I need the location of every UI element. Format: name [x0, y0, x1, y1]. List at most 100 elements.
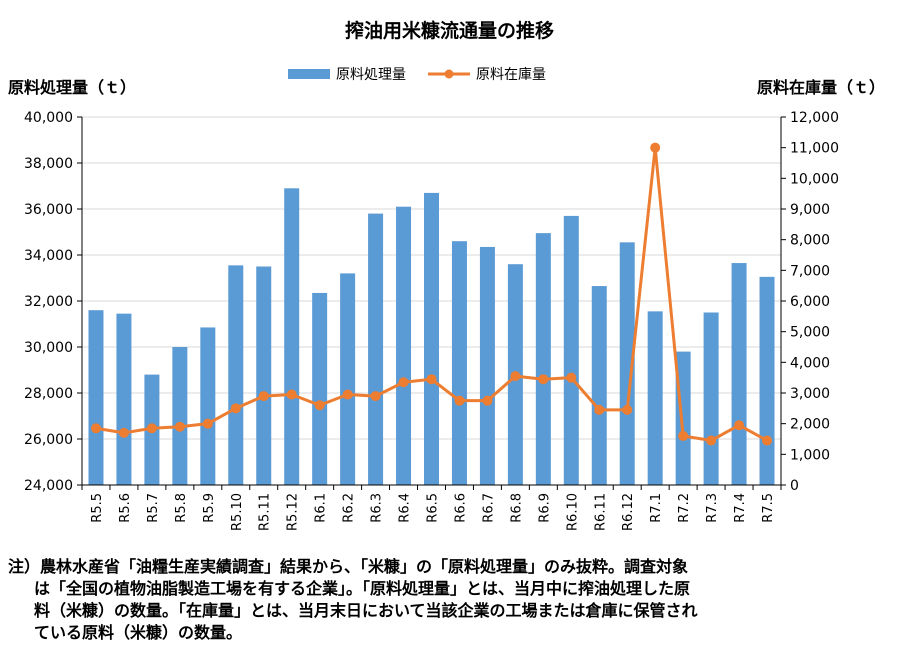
- legend-label-line: 原料在庫量: [476, 67, 546, 83]
- x-tick-label: R7.2: [677, 493, 692, 523]
- stock-point: [342, 389, 353, 400]
- stock-point: [510, 371, 521, 382]
- y-right-tick-label: 1,000: [790, 447, 830, 463]
- x-tick-label: R6.1: [314, 493, 329, 523]
- bar: [172, 347, 188, 485]
- x-tick-label: R6.4: [398, 493, 413, 523]
- y-right-tick-label: 10,000: [790, 171, 839, 187]
- x-tick-label: R7.3: [705, 493, 720, 523]
- bar: [200, 327, 216, 485]
- stock-point: [118, 427, 129, 438]
- legend: 原料処理量 原料在庫量: [288, 64, 568, 84]
- stock-point: [370, 391, 381, 402]
- bar: [479, 246, 495, 485]
- x-tick-label: R6.11: [593, 493, 608, 531]
- legend-item-bar: 原料処理量: [288, 64, 406, 84]
- y-left-tick-label: 30,000: [24, 340, 73, 356]
- x-tick-label: R6.7: [481, 493, 496, 523]
- x-tick-label: R5.9: [202, 493, 217, 523]
- legend-bar-swatch: [288, 69, 330, 79]
- x-tick-label: R7.4: [733, 493, 748, 523]
- x-tick-label: R5.5: [90, 493, 105, 523]
- stock-point: [706, 435, 717, 446]
- bar: [116, 313, 132, 485]
- y-right-tick-label: 12,000: [790, 110, 839, 126]
- stock-point: [594, 404, 605, 415]
- legend-line-swatch: [428, 69, 470, 79]
- stock-point: [286, 389, 297, 400]
- y-right-tick-label: 5,000: [790, 325, 830, 341]
- bar: [535, 233, 551, 485]
- stock-point: [174, 421, 185, 432]
- bar: [703, 312, 719, 485]
- stock-point: [398, 377, 409, 388]
- y-left-axis-title: 原料処理量（ｔ）: [8, 78, 137, 97]
- bar: [396, 206, 412, 485]
- bar: [424, 192, 439, 485]
- stock-point: [622, 404, 633, 415]
- bar: [340, 273, 356, 485]
- y-left-tick-label: 32,000: [24, 294, 73, 310]
- x-tick-label: R5.7: [146, 493, 161, 523]
- legend-item-line: 原料在庫量: [428, 64, 546, 84]
- x-tick-label: R6.9: [537, 493, 552, 523]
- x-tick-label: R6.10: [565, 493, 580, 531]
- bar: [284, 188, 300, 486]
- bar: [228, 265, 244, 485]
- stock-point: [734, 420, 745, 431]
- y-left-tick-label: 34,000: [24, 248, 73, 264]
- bar: [312, 292, 328, 485]
- y-left-tick-label: 36,000: [24, 202, 73, 218]
- stock-point: [230, 403, 241, 414]
- stock-point: [454, 395, 465, 406]
- y-right-tick-label: 9,000: [790, 202, 830, 218]
- stock-point: [762, 435, 773, 446]
- x-tick-label: R5.8: [174, 493, 189, 523]
- stock-point: [202, 418, 213, 429]
- bar: [759, 276, 775, 485]
- footnote-line: は「全国の植物油脂製造工場を有する企業」。「原料処理量」とは、当月中に搾油処理し…: [34, 579, 691, 598]
- stock-point: [146, 423, 157, 434]
- stock-point: [538, 374, 549, 385]
- x-tick-label: R6.5: [426, 493, 441, 523]
- y-right-tick-label: 7,000: [790, 263, 830, 279]
- bar: [256, 266, 272, 485]
- bar: [647, 311, 663, 485]
- x-tick-label: R6.8: [509, 493, 524, 523]
- chart-title: 搾油用米糠流通量の推移: [344, 20, 554, 42]
- y-left-tick-label: 40,000: [24, 110, 73, 126]
- y-right-tick-label: 4,000: [790, 355, 830, 371]
- x-tick-label: R5.6: [118, 493, 133, 523]
- stock-point: [482, 395, 493, 406]
- x-tick-label: R6.6: [453, 493, 468, 523]
- bar: [563, 215, 579, 485]
- bar: [591, 286, 607, 485]
- y-right-tick-label: 6,000: [790, 294, 830, 310]
- y-right-tick-label: 8,000: [790, 233, 830, 249]
- footnote-line: 料（米糠）の数量。「在庫量」とは、当月末日において当該企業の工場または倉庫に保管…: [34, 601, 698, 620]
- stock-point: [314, 400, 325, 411]
- y-left-tick-label: 24,000: [24, 478, 73, 494]
- footnote-line: 注）農林水産省「油糧生産実績調査」結果から、「米糠」の「原料処理量」のみ抜粋。調…: [8, 557, 689, 576]
- stock-point: [426, 374, 437, 385]
- x-tick-label: R5.11: [258, 493, 273, 531]
- stock-point: [90, 423, 101, 434]
- legend-label-bar: 原料処理量: [336, 67, 406, 83]
- y-right-tick-label: 0: [790, 478, 799, 494]
- x-tick-label: R6.2: [342, 493, 357, 523]
- stock-point: [258, 391, 269, 402]
- x-tick-label: R7.1: [649, 493, 664, 523]
- x-tick-label: R7.5: [761, 493, 776, 523]
- stock-point: [566, 372, 577, 383]
- y-left-tick-label: 28,000: [24, 386, 73, 402]
- footnote: 注）農林水産省「油糧生産実績調査」結果から、「米糠」の「原料処理量」のみ抜粋。調…: [8, 556, 878, 644]
- x-tick-label: R5.10: [230, 493, 245, 531]
- stock-point: [650, 142, 661, 153]
- bar: [731, 263, 747, 485]
- y-right-tick-label: 11,000: [790, 141, 839, 157]
- stock-point: [678, 430, 689, 441]
- x-tick-label: R5.12: [286, 493, 301, 531]
- bar: [619, 242, 635, 485]
- y-right-tick-label: 3,000: [790, 386, 830, 402]
